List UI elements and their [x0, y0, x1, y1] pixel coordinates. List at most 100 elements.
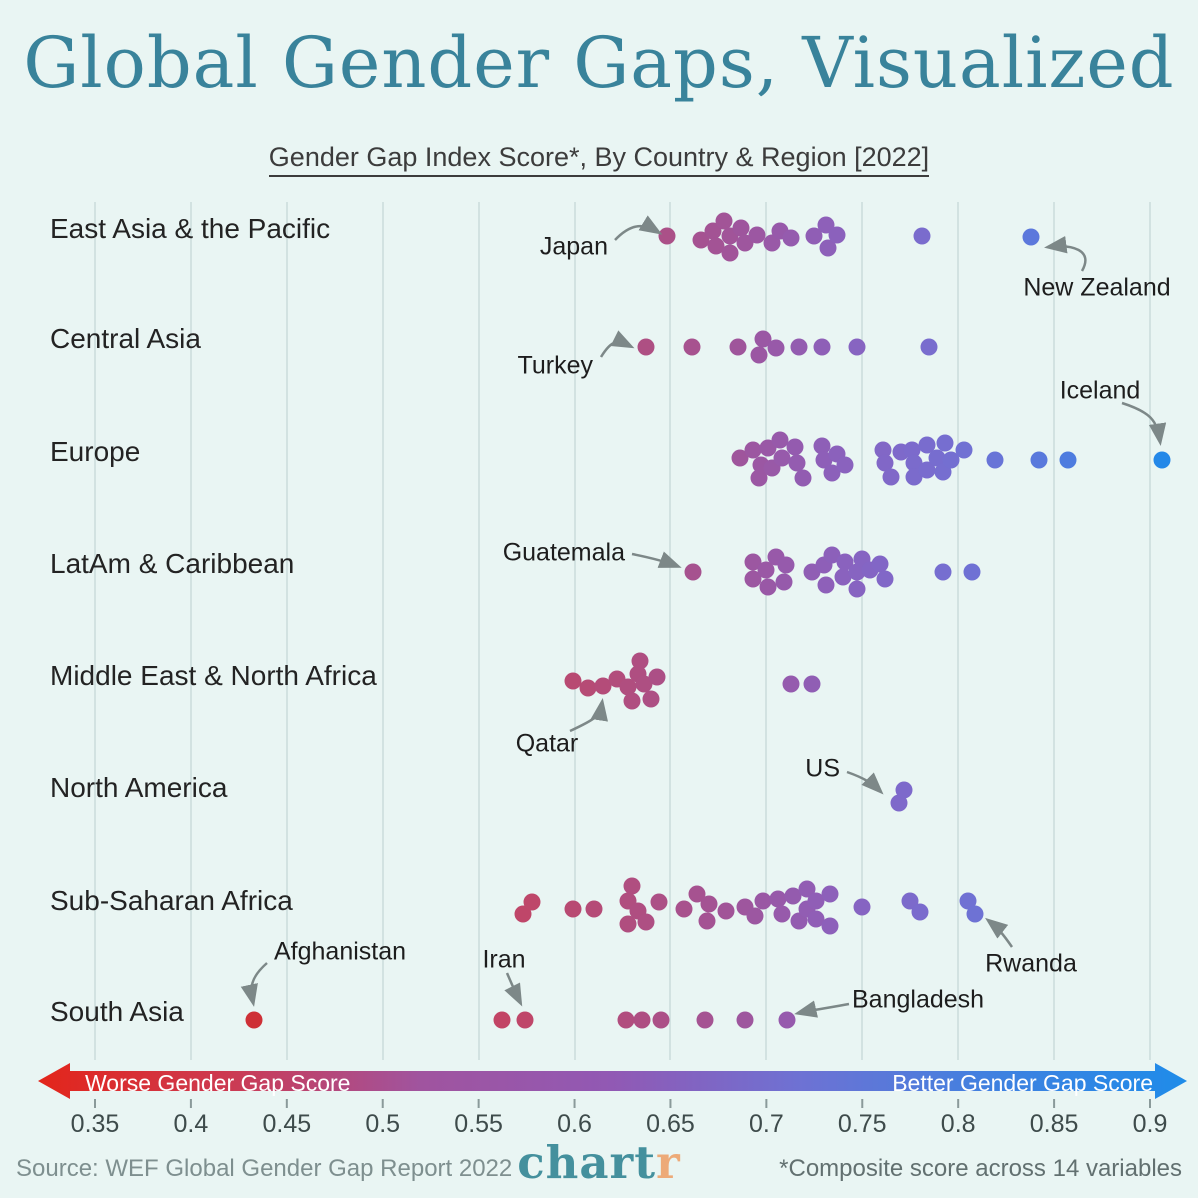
data-point — [637, 338, 655, 356]
axis-tick-label: 0.8 — [940, 1110, 976, 1138]
axis-tick-label: 0.5 — [365, 1110, 401, 1138]
axis-tick-label: 0.4 — [173, 1110, 209, 1138]
data-point — [769, 890, 787, 908]
data-point — [637, 913, 655, 931]
region-label: East Asia & the Pacific — [50, 213, 331, 244]
data-point — [514, 905, 532, 923]
axis-tick-label: 0.55 — [454, 1110, 503, 1138]
data-point — [882, 468, 900, 486]
region-label: Middle East & North Africa — [50, 660, 377, 691]
annotation-arrow-us — [846, 770, 884, 795]
gridline — [861, 202, 864, 1060]
data-point — [834, 568, 852, 586]
gridline — [1149, 202, 1151, 1060]
gridline — [765, 202, 768, 1060]
gridline — [1053, 202, 1056, 1060]
data-point — [771, 431, 789, 449]
data-point — [700, 895, 718, 913]
data-point — [631, 652, 649, 670]
data-point — [516, 1011, 534, 1029]
data-point — [523, 893, 541, 911]
data-point — [934, 563, 952, 581]
data-point — [698, 912, 716, 930]
data-point — [658, 227, 676, 245]
data-point — [823, 546, 841, 564]
annotation-arrow-afghanistan — [240, 962, 268, 1007]
data-point — [775, 573, 793, 591]
region-label: Central Asia — [50, 323, 201, 354]
data-point — [757, 561, 775, 579]
annotation-label-japan: Japan — [539, 232, 608, 261]
data-point — [773, 449, 791, 467]
data-point — [652, 1011, 670, 1029]
annotation-arrow-turkey — [599, 330, 635, 358]
data-point — [594, 677, 612, 695]
data-point — [903, 441, 921, 459]
axis-tick-label: 0.35 — [70, 1110, 120, 1138]
data-point — [905, 468, 923, 486]
data-point — [683, 338, 701, 356]
data-point — [1059, 451, 1077, 469]
data-point — [633, 1011, 651, 1029]
data-point — [585, 900, 603, 918]
data-point — [828, 226, 846, 244]
gridline — [285, 202, 288, 1060]
data-point — [836, 456, 854, 474]
data-point — [750, 346, 768, 364]
annotation-label-qatar: Qatar — [515, 729, 579, 758]
data-point — [746, 907, 764, 925]
axis-label-better: Better Gender Gap Score — [892, 1070, 1153, 1096]
data-point — [736, 1011, 754, 1029]
data-point — [815, 451, 833, 469]
axis-tick-label: 0.7 — [748, 1110, 784, 1138]
data-point — [874, 441, 892, 459]
data-point — [1022, 228, 1040, 246]
data-point — [717, 902, 735, 920]
annotation-label-afghanistan: Afghanistan — [274, 937, 407, 966]
data-point — [759, 578, 777, 596]
data-point — [920, 338, 938, 356]
data-point — [876, 570, 894, 588]
annotation-label-turkey: Turkey — [517, 351, 593, 380]
data-point — [684, 563, 702, 581]
data-point — [848, 563, 866, 581]
data-point — [715, 212, 733, 230]
data-point — [807, 910, 825, 928]
data-point — [748, 226, 766, 244]
data-point — [986, 451, 1004, 469]
data-point — [778, 1011, 796, 1029]
data-point — [675, 900, 693, 918]
data-point — [876, 454, 894, 472]
data-point — [821, 885, 839, 903]
data-point — [619, 678, 637, 696]
annotation-arrow-rwanda — [985, 917, 1014, 948]
annotation-label-iran: Iran — [482, 945, 526, 974]
data-point — [805, 227, 823, 245]
data-point — [729, 338, 747, 356]
data-point — [928, 449, 946, 467]
data-point — [848, 580, 866, 598]
data-point — [803, 675, 821, 693]
data-point — [619, 915, 637, 933]
annotation-arrow-iceland — [1121, 401, 1167, 446]
data-point — [744, 441, 762, 459]
annotation-label-new-zealand: New Zealand — [1023, 273, 1171, 302]
data-point — [732, 219, 750, 237]
region-label: North America — [50, 772, 228, 803]
data-point — [871, 555, 889, 573]
data-point — [807, 892, 825, 910]
gridline — [94, 202, 96, 1060]
composite-note: *Composite score across 14 variables — [779, 1155, 1182, 1182]
gridline — [669, 202, 672, 1060]
data-point — [696, 1011, 714, 1029]
data-point — [813, 338, 831, 356]
data-point — [245, 1011, 263, 1029]
data-point — [617, 1011, 635, 1029]
gridline — [573, 202, 576, 1060]
data-point — [744, 570, 762, 588]
data-point — [813, 437, 831, 455]
annotation-arrow-japan — [614, 215, 663, 241]
annotation-arrow-bangladesh — [794, 1000, 850, 1018]
data-point — [963, 563, 981, 581]
gridline — [477, 202, 480, 1060]
